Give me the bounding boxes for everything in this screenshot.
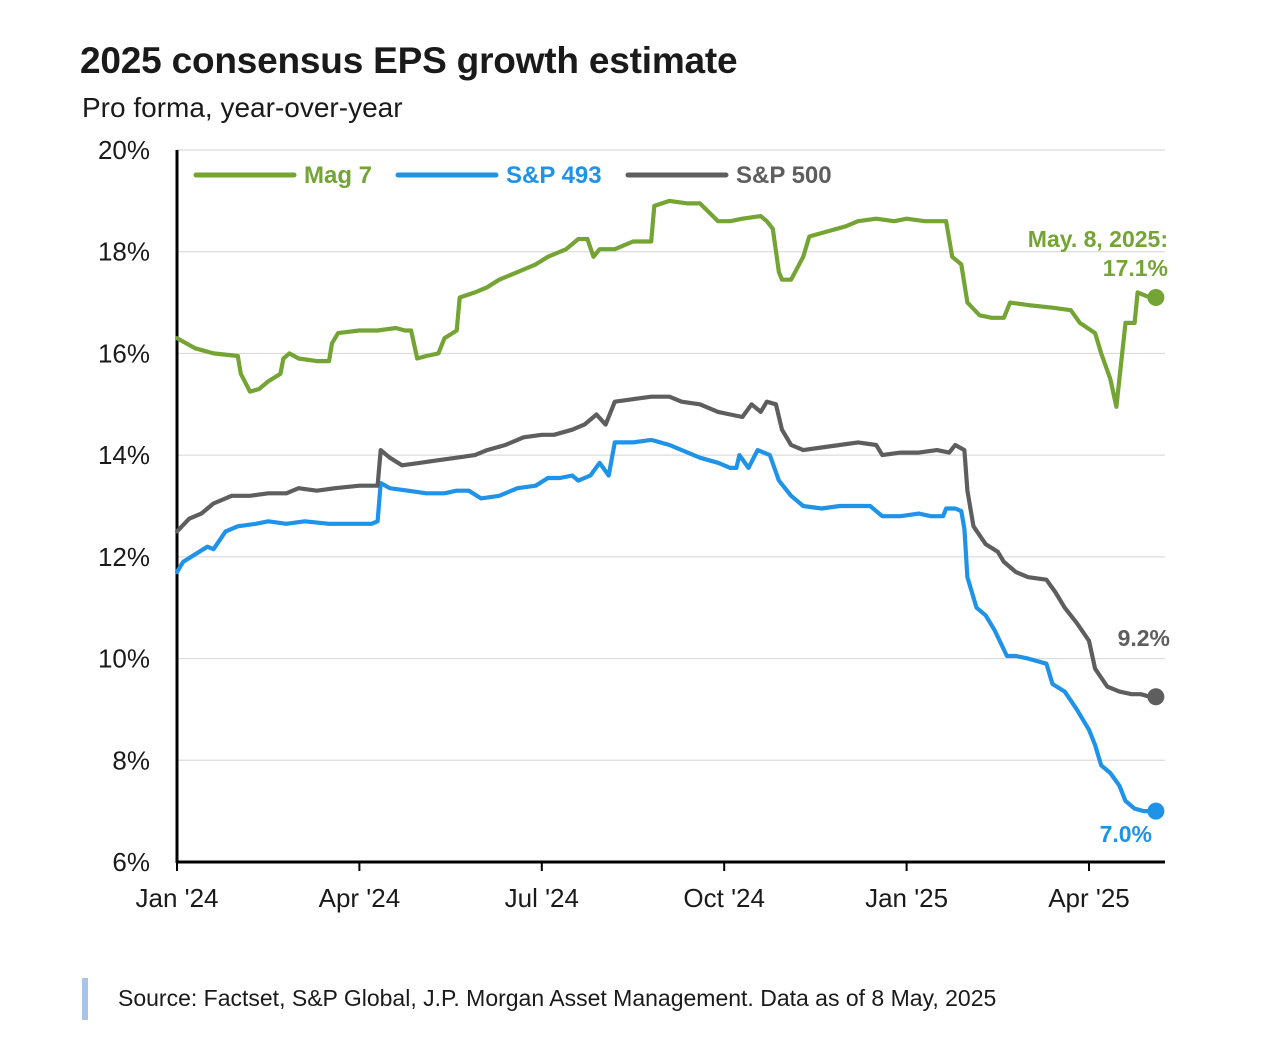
legend: Mag 7 S&P 493 S&P 500 <box>193 162 832 189</box>
y-tick-label: 18% <box>98 237 150 267</box>
legend-label-s-p-500: S&P 500 <box>736 162 832 189</box>
legend-label-mag-7: Mag 7 <box>304 162 372 189</box>
x-tick-label: Oct '24 <box>683 883 765 913</box>
x-tick-label: Apr '25 <box>1048 883 1130 913</box>
gridlines <box>177 149 1165 761</box>
y-tick-label: 16% <box>98 338 150 368</box>
series-line-s-p-493 <box>174 437 1158 814</box>
x-tick-label: Jan '24 <box>135 883 218 913</box>
x-axis: Jan '24 Apr '24 Jul '24 Oct '24 Jan '25 Apr '… <box>135 860 1165 913</box>
source-note: Source: Factset, S&P Global, J.P. Morgan… <box>118 985 997 1011</box>
annotation-date: May. 8, 2025: <box>1028 226 1168 252</box>
y-tick-label: 14% <box>98 440 150 470</box>
legend-label-s-p-493: S&P 493 <box>506 162 602 189</box>
y-tick-label: 6% <box>112 847 150 877</box>
x-tick-label: Jan '25 <box>865 883 948 913</box>
annotation-sp493-value: 7.0% <box>1100 821 1152 847</box>
y-axis: 6% 8% 10% 12% 14% 16% 18% 20% <box>98 135 179 877</box>
y-tick-label: 12% <box>98 542 150 572</box>
annotation-mag7-value: 17.1% <box>1103 255 1168 281</box>
end-marker-s-p-500 <box>1147 688 1165 706</box>
x-tick-label: Apr '24 <box>319 883 401 913</box>
end-marker-s-p-493 <box>1147 802 1165 820</box>
x-tick-label: Jul '24 <box>505 883 579 913</box>
series-line-mag-7 <box>174 198 1158 409</box>
chart-subtitle: Pro forma, year-over-year <box>82 92 403 123</box>
y-tick-label: 20% <box>98 135 150 165</box>
chart-title: 2025 consensus EPS growth estimate <box>80 40 738 81</box>
series-line-s-p-500 <box>174 394 1158 699</box>
end-marker-mag-7 <box>1147 288 1165 306</box>
end-annotations: May. 8, 2025: 17.1% 9.2% 7.0% <box>1028 226 1170 847</box>
annotation-sp500-value: 9.2% <box>1118 625 1170 651</box>
line-chart: 6% 8% 10% 12% 14% 16% 18% 20% Jan '24 Apr '24 Jul… <box>98 135 1170 913</box>
y-tick-label: 10% <box>98 644 150 674</box>
source-accent-bar <box>82 978 88 1020</box>
series-lines <box>174 198 1165 820</box>
y-tick-label: 8% <box>112 745 150 775</box>
